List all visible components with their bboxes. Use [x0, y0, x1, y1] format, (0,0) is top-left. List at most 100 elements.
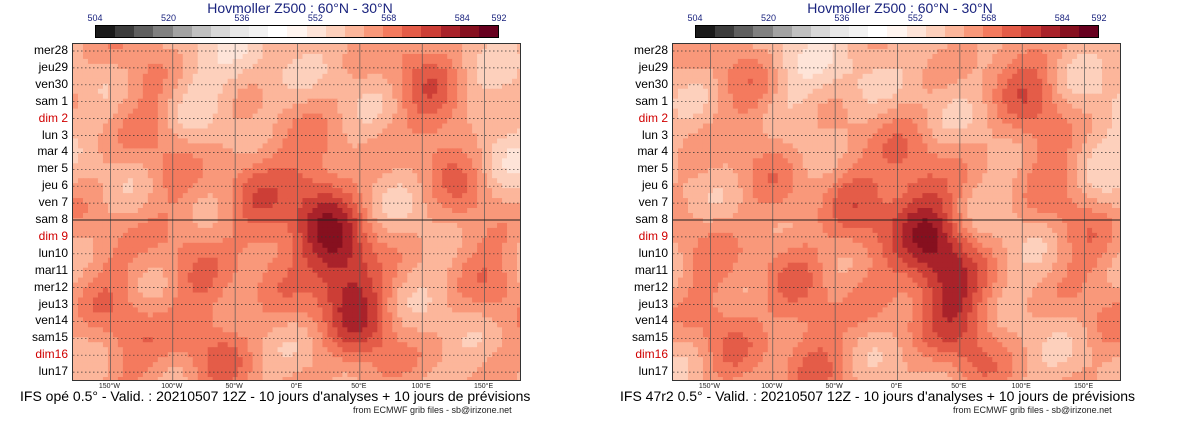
heatmap-cell [217, 302, 224, 309]
heatmap-cell [157, 123, 164, 130]
heatmap-cell [277, 98, 284, 105]
heatmap-cell [147, 148, 154, 154]
heatmap-cell [367, 78, 373, 85]
heatmap-cell [152, 58, 159, 65]
heatmap-cell [312, 282, 319, 289]
heatmap-cell [377, 68, 383, 75]
heatmap-cell [177, 48, 184, 55]
heatmap-cell [127, 183, 134, 189]
heatmap-cell [412, 178, 418, 184]
heatmap-cell [172, 217, 179, 224]
heatmap-cell [327, 307, 334, 314]
heatmap-cell [407, 272, 413, 279]
heatmap-cell [337, 198, 343, 204]
heatmap-cell [282, 158, 289, 164]
day-label: jeu13 [38, 296, 68, 311]
heatmap-cell [382, 292, 388, 299]
heatmap-cell [477, 193, 483, 199]
heatmap-cell [472, 242, 478, 249]
heatmap-cell [262, 153, 269, 159]
heatmap-cell [442, 153, 448, 159]
heatmap-cell [432, 88, 438, 95]
heatmap-cell [167, 163, 174, 169]
heatmap-cell [517, 287, 520, 294]
heatmap-cell [462, 267, 468, 274]
heatmap-cell [152, 53, 159, 60]
heatmap-cell [182, 237, 189, 244]
heatmap-cell [262, 198, 269, 204]
heatmap-cell [92, 143, 99, 149]
heatmap-cell [142, 148, 149, 154]
heatmap-cell [412, 143, 418, 149]
heatmap-cell [382, 193, 388, 199]
heatmap-cell [392, 113, 398, 120]
heatmap-cell [312, 108, 319, 115]
heatmap-cell [187, 282, 194, 289]
heatmap-cell [392, 297, 398, 304]
heatmap-cell [207, 188, 214, 194]
heatmap-cell [417, 222, 423, 229]
heatmap-cell [147, 153, 154, 159]
heatmap-cell [397, 257, 403, 264]
heatmap-cell [507, 292, 513, 299]
heatmap-cell [387, 307, 393, 314]
heatmap-cell [102, 123, 109, 130]
heatmap-cell [272, 282, 279, 289]
heatmap-cell [92, 53, 99, 60]
heatmap-cell [197, 128, 204, 135]
heatmap-cell [182, 297, 189, 304]
heatmap-cell [207, 168, 214, 174]
heatmap-cell [92, 158, 99, 164]
heatmap-cell [282, 53, 289, 60]
heatmap-cell [342, 143, 348, 149]
heatmap-cell [97, 103, 104, 110]
heatmap-cell [422, 158, 428, 164]
heatmap-cell [432, 163, 438, 169]
heatmap-cell [97, 203, 104, 209]
heatmap-cell [422, 78, 428, 85]
heatmap-cell [452, 242, 458, 249]
heatmap-cell [92, 252, 99, 259]
heatmap-cell [502, 267, 508, 274]
heatmap-cell [157, 128, 164, 135]
heatmap-cell [392, 63, 398, 70]
heatmap-cell [77, 98, 84, 105]
heatmap-cell [397, 232, 403, 239]
heatmap-cell [487, 222, 493, 229]
heatmap-cell [197, 277, 204, 284]
heatmap-cell [317, 63, 324, 70]
heatmap-cell [112, 88, 119, 95]
heatmap-cell [397, 277, 403, 284]
heatmap-cell [372, 262, 378, 269]
heatmap-cell [472, 48, 478, 55]
heatmap-cell [442, 272, 448, 279]
heatmap-cell [207, 262, 214, 269]
heatmap-cell [132, 168, 139, 174]
heatmap-cell [492, 183, 498, 189]
heatmap-cell [282, 153, 289, 159]
heatmap-cell [82, 232, 89, 239]
heatmap-cell [207, 128, 214, 135]
heatmap-cell [462, 148, 468, 154]
heatmap-cell [147, 222, 154, 229]
heatmap-cell [392, 103, 398, 110]
heatmap-cell [417, 153, 423, 159]
heatmap-cell [327, 292, 334, 299]
heatmap-cell [227, 178, 234, 184]
heatmap-cell [127, 227, 134, 234]
heatmap-cell [152, 307, 159, 314]
heatmap-cell [312, 48, 319, 55]
heatmap-cell [457, 282, 463, 289]
heatmap-cell [282, 44, 289, 50]
heatmap-cell [147, 188, 154, 194]
heatmap-cell [82, 53, 89, 60]
heatmap-cell [117, 133, 124, 140]
heatmap-cell [257, 93, 264, 100]
heatmap-cell [407, 88, 413, 95]
heatmap-cell [242, 158, 249, 164]
heatmap-cell [257, 227, 264, 234]
heatmap-cell [337, 103, 343, 110]
heatmap-cell [227, 232, 234, 239]
heatmap-cell [452, 63, 458, 70]
heatmap-cell [417, 257, 423, 264]
